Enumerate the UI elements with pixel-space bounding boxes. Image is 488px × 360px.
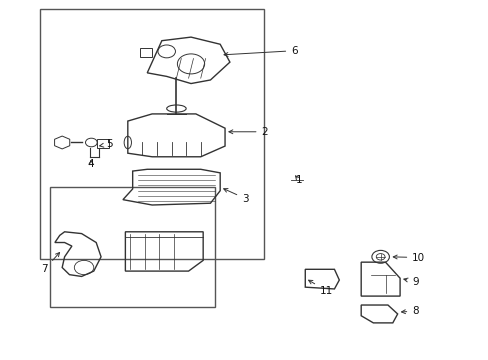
Bar bbox=[140, 48, 152, 57]
Text: 1: 1 bbox=[295, 175, 302, 185]
Text: 6: 6 bbox=[224, 46, 297, 57]
Bar bbox=[97, 139, 109, 148]
Text: 10: 10 bbox=[392, 252, 425, 262]
Text: 2: 2 bbox=[228, 127, 267, 137]
Bar bbox=[40, 9, 264, 258]
Bar bbox=[50, 187, 215, 307]
Text: 11: 11 bbox=[308, 280, 332, 296]
Text: 3: 3 bbox=[223, 189, 248, 203]
Text: 4: 4 bbox=[88, 159, 94, 169]
Text: 5: 5 bbox=[100, 139, 112, 149]
Text: 7: 7 bbox=[41, 252, 60, 274]
Text: 8: 8 bbox=[401, 306, 418, 316]
Text: 9: 9 bbox=[403, 277, 418, 287]
